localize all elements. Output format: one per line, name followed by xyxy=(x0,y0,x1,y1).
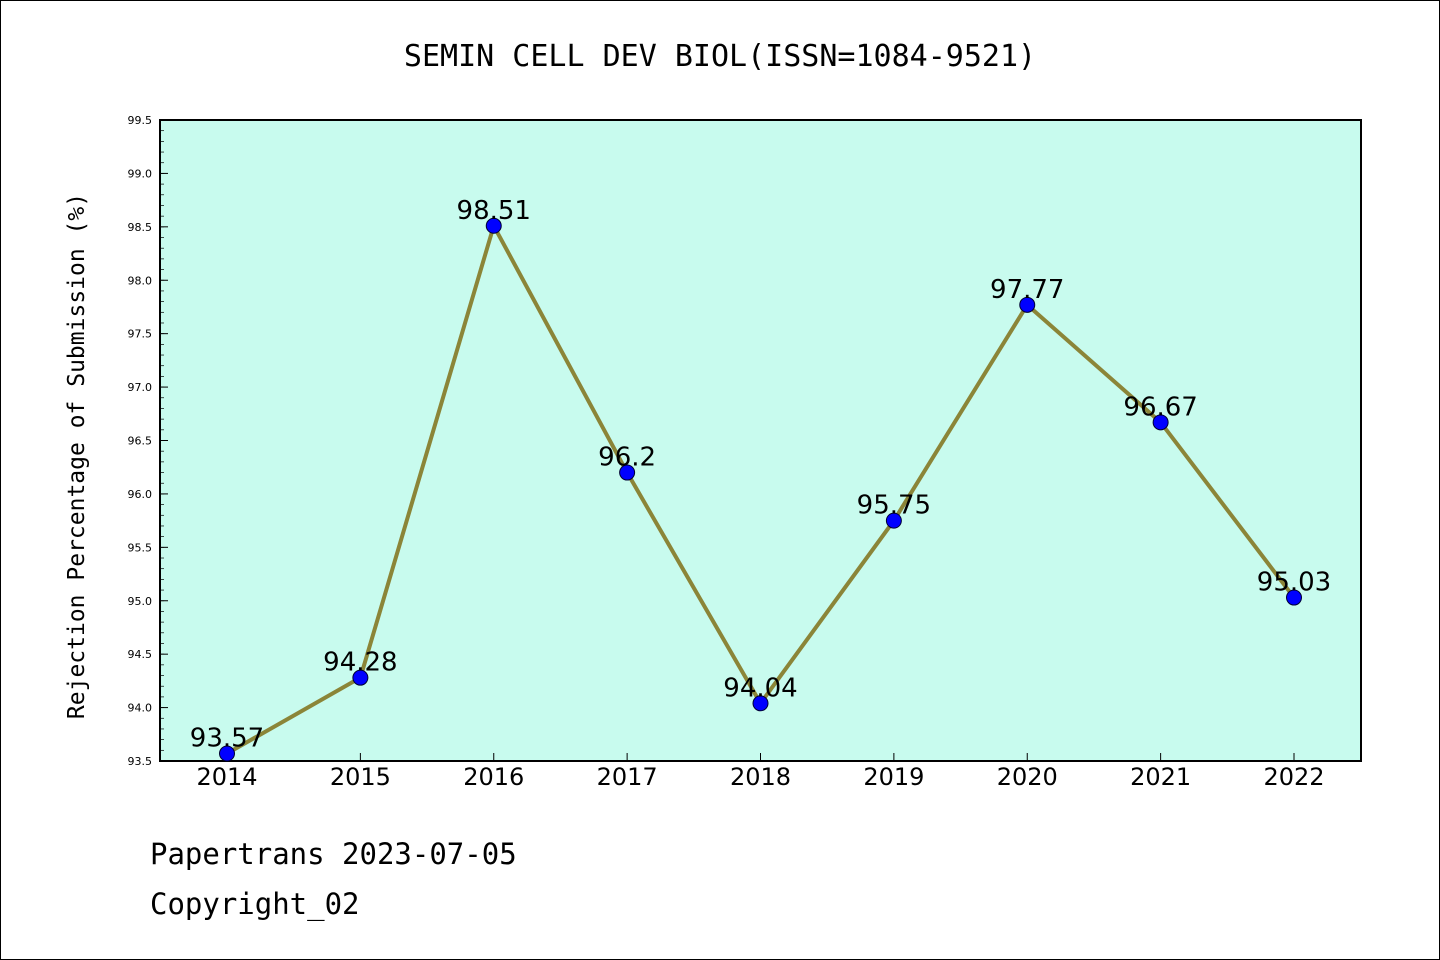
data-point-2018 xyxy=(752,695,769,712)
x-tick-label: 2022 xyxy=(1263,763,1324,791)
plot-area xyxy=(159,119,1362,762)
x-axis: 2014 2015 2016 2017 2018 2019 2020 2021 2022 xyxy=(196,753,1325,791)
data-point-2017 xyxy=(619,464,636,481)
data-point-2021 xyxy=(1152,414,1169,431)
x-tick-label: 2017 xyxy=(597,763,658,791)
data-point-2020 xyxy=(1019,296,1036,313)
data-label-2022: 95.03 xyxy=(1257,568,1331,598)
data-point-2015 xyxy=(352,669,369,686)
x-tick-label: 2020 xyxy=(997,763,1058,791)
data-point-2019 xyxy=(885,512,902,529)
data-label-2020: 97.77 xyxy=(990,275,1064,305)
x-tick-label: 2021 xyxy=(1130,763,1191,791)
y-tick-label: 95.5 xyxy=(128,541,153,554)
y-tick-label: 97.5 xyxy=(128,328,153,341)
data-label-2016: 98.51 xyxy=(457,196,531,226)
series-rejection-percentage xyxy=(219,217,1302,762)
y-tick-label: 95.0 xyxy=(128,595,153,608)
x-tick-label: 2018 xyxy=(730,763,791,791)
y-tick-label: 96.5 xyxy=(128,435,153,448)
data-label-2018: 94.04 xyxy=(723,673,797,703)
y-tick-label: 99.5 xyxy=(128,114,153,127)
data-labels: 93.57 94.28 98.51 96.2 94.04 95.75 97.77 96.67 9… xyxy=(190,196,1331,754)
data-point-2016 xyxy=(485,217,502,234)
footer-source: Papertrans 2023-07-05 xyxy=(150,837,517,871)
data-label-2014: 93.57 xyxy=(190,724,264,754)
y-tick-label: 98.0 xyxy=(128,274,153,287)
data-label-2019: 95.75 xyxy=(857,491,931,521)
x-tick-label: 2019 xyxy=(863,763,924,791)
y-tick-label: 94.5 xyxy=(128,648,153,661)
footer-copyright: Copyright_02 xyxy=(150,887,360,922)
y-tick-label: 94.0 xyxy=(128,702,153,715)
y-tick-label: 97.0 xyxy=(128,381,153,394)
data-point-2022 xyxy=(1286,589,1302,606)
y-axis-label: Rejection Percentage of Submission (%) xyxy=(64,193,90,719)
chart-title: SEMIN CELL DEV BIOL(ISSN=1084-9521) xyxy=(404,39,1036,74)
y-axis: 93.5 94.0 94.5 95.0 95.5 96.0 96.5 97.0 97.5 98.0… xyxy=(128,114,168,768)
y-tick-label: 99.0 xyxy=(128,167,153,180)
data-point-2014 xyxy=(219,745,235,762)
x-tick-label: 2014 xyxy=(196,763,257,791)
data-label-2017: 96.2 xyxy=(598,443,656,473)
y-tick-label: 96.0 xyxy=(128,488,153,501)
data-label-2015: 94.28 xyxy=(323,648,397,678)
x-tick-label: 2015 xyxy=(330,763,391,791)
data-label-2021: 96.67 xyxy=(1123,392,1197,422)
y-tick-label: 98.5 xyxy=(128,221,153,234)
y-tick-label: 93.5 xyxy=(128,755,153,768)
x-tick-label: 2016 xyxy=(463,763,524,791)
